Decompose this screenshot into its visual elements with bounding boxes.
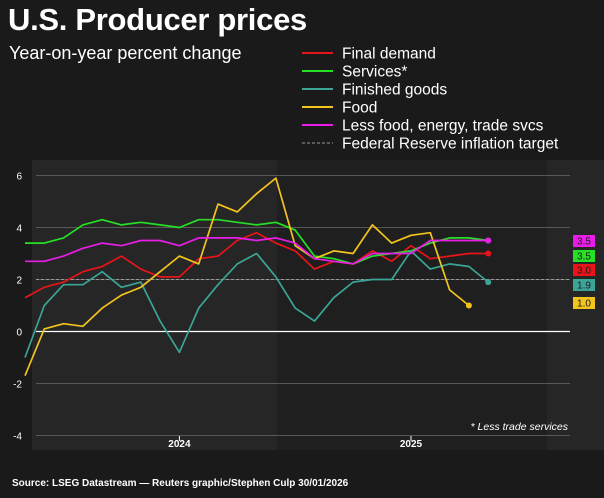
- end-label-box-final-demand: [573, 264, 595, 276]
- end-label-box-less-food-energy-trade-svcs: [573, 235, 595, 247]
- x-tick-label: 2024: [168, 439, 191, 450]
- chart-subtitle: Year-on-year percent change: [9, 43, 242, 63]
- legend-label-services: Services*: [342, 64, 407, 81]
- y-tick-label: -2: [13, 380, 22, 391]
- end-label-finished-goods: 1.9: [577, 281, 591, 292]
- end-labels: 3.5 3.5 3.0 1.9 1.0: [465, 235, 595, 310]
- end-marker-final-demand: [485, 250, 492, 257]
- y-tick-label: 4: [16, 224, 22, 235]
- end-label-less-food-energy-trade-svcs: 3.5: [577, 237, 591, 248]
- y-tick-label: -4: [13, 432, 22, 443]
- end-label-box-finished-goods: [573, 279, 595, 291]
- chart-annotation: * Less trade services: [471, 421, 569, 433]
- source-note: Source: LSEG Datastream — Reuters graphi…: [12, 478, 349, 489]
- x-axis: 2024 2025: [168, 436, 423, 450]
- series-line-less-food-energy-trade-svcs: [25, 237, 489, 265]
- y-axis: 6 4 2 0 -2 -4: [13, 172, 22, 443]
- y-tick-label: 0: [16, 328, 22, 339]
- y-tick-label: 6: [16, 172, 22, 183]
- series-line-finished-goods: [24, 250, 489, 358]
- end-label-box-food: [573, 297, 595, 309]
- legend-label-less-food-energy-trade-svcs: Less food, energy, trade svcs: [342, 118, 544, 135]
- legend-label-final-demand: Final demand: [342, 46, 436, 63]
- end-marker-less-food-energy-trade-svcs: [485, 237, 492, 244]
- end-label-box-services: [573, 250, 595, 262]
- series-line-final-demand: [24, 231, 489, 299]
- x-tick-label: 2025: [400, 439, 423, 450]
- end-label-food: 1.0: [577, 299, 591, 310]
- end-marker-food: [465, 302, 472, 309]
- legend-label-food: Food: [342, 100, 377, 117]
- end-label-services: 3.5: [577, 252, 591, 263]
- chart-title: U.S. Producer prices: [8, 2, 307, 37]
- series-lines: [24, 177, 489, 377]
- shaded-band: [277, 160, 547, 450]
- legend-label-finished-goods: Finished goods: [342, 82, 447, 99]
- y-tick-label: 2: [16, 276, 22, 287]
- end-marker-finished-goods: [485, 279, 492, 286]
- end-label-final-demand: 3.0: [577, 266, 591, 277]
- legend-label-federal-reserve-inflation-target: Federal Reserve inflation target: [342, 136, 559, 153]
- series-line-food: [24, 177, 470, 377]
